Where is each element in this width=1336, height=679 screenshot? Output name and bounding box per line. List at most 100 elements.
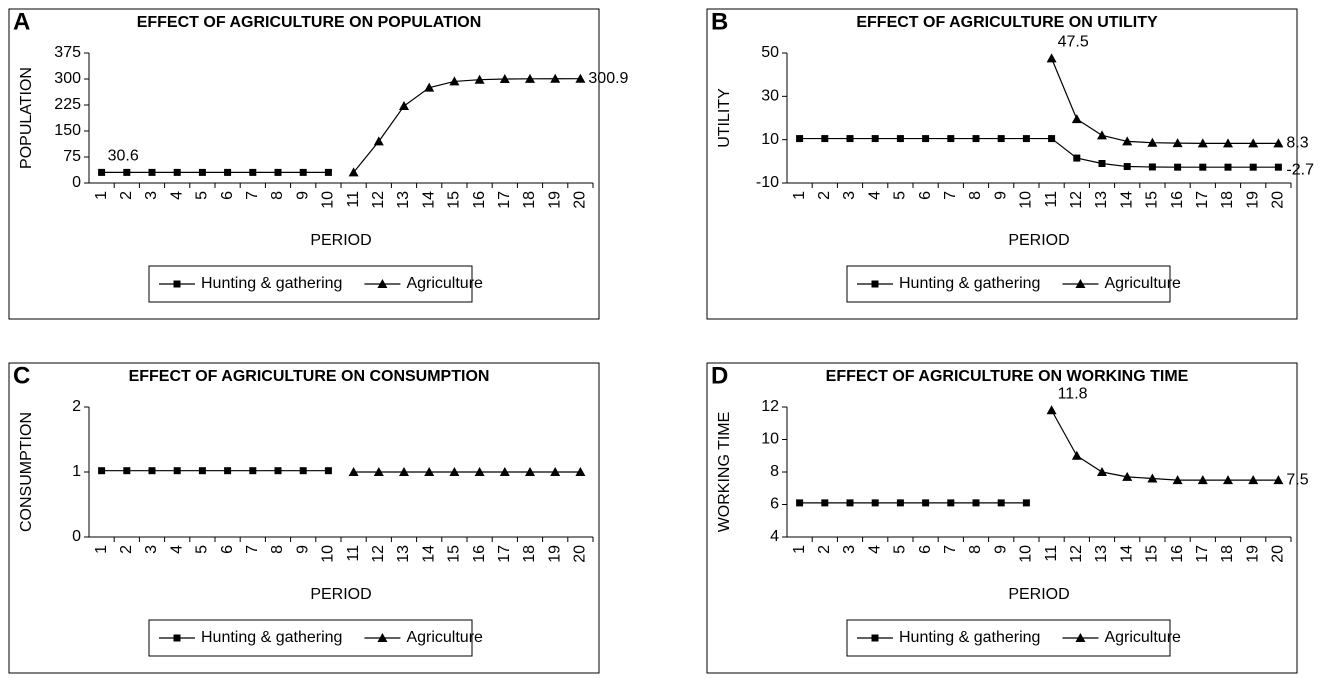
marker-square [821,499,829,507]
marker-square [846,499,854,507]
legend-frame [846,619,1171,657]
x-tick-label: 19 [546,545,563,563]
x-tick-label: 6 [219,191,236,200]
marker-triangle [1122,471,1133,481]
marker-triangle [1223,138,1233,148]
marker-square [249,168,257,176]
x-tick-label: 7 [942,545,959,554]
marker-triangle [1097,130,1107,140]
marker-square [1098,160,1106,167]
legend-label: Hunting & gathering [899,629,1040,646]
legend-label: Hunting & gathering [899,275,1040,292]
marker-triangle [525,73,535,83]
x-tick-label: 4 [168,545,185,554]
x-axis-label: PERIOD [310,586,371,603]
x-tick-label: 8 [269,545,286,554]
x-tick-label: 19 [546,191,563,209]
marker-triangle [449,76,460,86]
x-tick-label: 17 [496,191,513,209]
x-tick-label: 8 [967,191,984,200]
x-tick-label: 11 [1043,545,1060,562]
marker-triangle [575,73,586,83]
series-line [353,78,581,173]
marker-triangle [525,467,535,476]
x-tick-label: 2 [118,191,135,200]
x-tick-label: 5 [892,545,909,554]
x-tick-label: 12 [1068,191,1085,209]
marker-square [1123,163,1131,171]
x-tick-label: 13 [395,191,412,209]
y-tick-label: 10 [761,131,779,148]
marker-square [796,135,804,143]
marker-triangle [1147,473,1158,483]
x-tick-label: 12 [1068,545,1085,563]
x-tick-label: 11 [345,545,362,562]
marker-square [274,168,282,176]
marker-square [1249,163,1257,171]
data-label: 8.3 [1286,135,1308,152]
marker-triangle [1197,138,1208,148]
panel-letter: B [711,8,728,35]
marker-square [1073,154,1081,162]
marker-square [796,499,804,507]
x-tick-label: 1 [791,191,808,200]
marker-square [173,634,181,642]
x-tick-label: 17 [496,545,513,563]
marker-square [896,499,904,507]
x-tick-label: 13 [1093,545,1110,563]
panel: B EFFECT OF AGRICULTURE ON UTILITY -10 10 30… [706,8,1314,320]
x-tick-label: 10 [320,545,337,563]
marker-square [148,467,156,475]
x-tick-label: 1 [791,545,808,554]
marker-square [871,280,879,288]
marker-triangle [474,467,485,476]
x-tick-label: 2 [118,545,135,554]
marker-square [871,634,879,642]
x-tick-label: 14 [1118,191,1135,209]
marker-square [922,499,930,507]
x-tick-label: 20 [572,191,589,209]
y-tick-label: 10 [761,431,779,448]
marker-triangle [348,467,359,476]
marker-square [997,135,1005,143]
chart-title: EFFECT OF AGRICULTURE ON WORKING TIME [826,368,1189,385]
legend-frame [846,265,1171,303]
x-tick-label: 7 [244,191,261,200]
marker-triangle [373,467,384,476]
x-tick-label: 5 [194,545,211,554]
marker-square [123,467,131,475]
marker-triangle [1197,475,1208,485]
x-tick-label: 8 [269,191,286,200]
x-tick-label: 13 [395,545,412,563]
y-axis-label: WORKING TIME [716,412,733,533]
marker-triangle [1097,467,1107,476]
marker-triangle [1273,138,1284,148]
legend-label: Agriculture [406,629,483,646]
marker-triangle [1248,138,1259,148]
marker-triangle [1071,114,1082,124]
marker-triangle [1075,279,1086,288]
chart-title: EFFECT OF AGRICULTURE ON UTILITY [856,14,1158,31]
y-axis-label: POPULATION [18,67,35,169]
data-label: 47.5 [1058,34,1089,51]
x-tick-label: 10 [1018,191,1035,209]
x-tick-label: 20 [1270,545,1287,563]
x-tick-label: 17 [1194,545,1211,563]
x-tick-label: 16 [1169,191,1186,209]
x-tick-label: 18 [521,545,538,563]
marker-square [922,135,930,143]
x-tick-label: 18 [521,191,538,209]
series-line [1051,58,1279,144]
x-tick-label: 12 [370,545,387,563]
data-label: 300.9 [588,70,628,87]
marker-square [947,135,955,143]
marker-square [274,467,282,475]
marker-triangle [1273,475,1284,485]
marker-triangle [499,467,510,476]
x-tick-label: 18 [1219,545,1236,563]
panel: D EFFECT OF AGRICULTURE ON WORKING TIME 4 6… [706,362,1309,674]
marker-triangle [348,167,359,177]
x-tick-label: 12 [370,191,387,209]
x-tick-label: 15 [1144,545,1161,563]
